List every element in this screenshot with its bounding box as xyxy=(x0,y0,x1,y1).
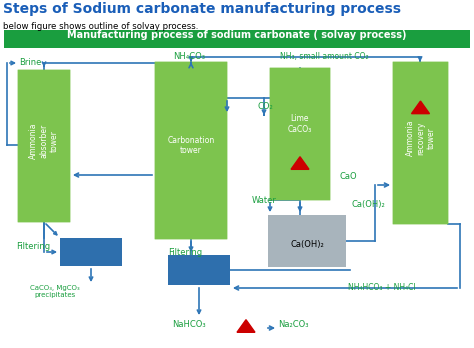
FancyBboxPatch shape xyxy=(18,70,71,222)
Text: Carbonation
tower: Carbonation tower xyxy=(167,136,215,155)
Text: Filtering: Filtering xyxy=(16,242,50,251)
Text: Ca(OH)₂: Ca(OH)₂ xyxy=(352,200,386,209)
Text: Lime
CaCO₃: Lime CaCO₃ xyxy=(288,114,312,134)
Text: CO₂: CO₂ xyxy=(258,102,274,111)
Text: Water: Water xyxy=(252,196,277,205)
Text: below figure shows outline of solvay process.: below figure shows outline of solvay pro… xyxy=(3,22,199,31)
FancyBboxPatch shape xyxy=(270,68,330,200)
Text: NH₃, small amount CO₂: NH₃, small amount CO₂ xyxy=(280,52,369,61)
Bar xyxy=(168,255,230,285)
Polygon shape xyxy=(237,320,255,332)
Text: Filtering: Filtering xyxy=(168,248,202,257)
FancyBboxPatch shape xyxy=(392,62,448,224)
Text: Ammonia
absorber
tower: Ammonia absorber tower xyxy=(29,123,59,159)
Text: Steps of Sodium carbonate manufacturing process: Steps of Sodium carbonate manufacturing … xyxy=(3,2,401,16)
Text: NH₄CO₃: NH₄CO₃ xyxy=(173,52,205,61)
Text: CaCO₃, MgCO₃
precipitates: CaCO₃, MgCO₃ precipitates xyxy=(30,285,80,298)
Text: NaHCO₃: NaHCO₃ xyxy=(172,320,206,329)
Bar xyxy=(4,30,470,48)
Text: Manufacturing process of sodium carbonate ( solvay process): Manufacturing process of sodium carbonat… xyxy=(67,30,407,40)
FancyBboxPatch shape xyxy=(155,62,228,239)
Polygon shape xyxy=(411,101,429,114)
Text: Ca(OH)₂: Ca(OH)₂ xyxy=(290,239,324,248)
Polygon shape xyxy=(291,157,309,169)
Text: Ammonia
recovery
tower: Ammonia recovery tower xyxy=(406,120,436,156)
Bar xyxy=(60,238,122,266)
Bar xyxy=(268,215,346,267)
Text: Na₂CO₃: Na₂CO₃ xyxy=(278,320,309,329)
Text: NH₄HCO₃ + NH₄Cl: NH₄HCO₃ + NH₄Cl xyxy=(348,283,416,292)
Text: CaO: CaO xyxy=(340,172,357,181)
Text: Brine: Brine xyxy=(19,58,41,67)
